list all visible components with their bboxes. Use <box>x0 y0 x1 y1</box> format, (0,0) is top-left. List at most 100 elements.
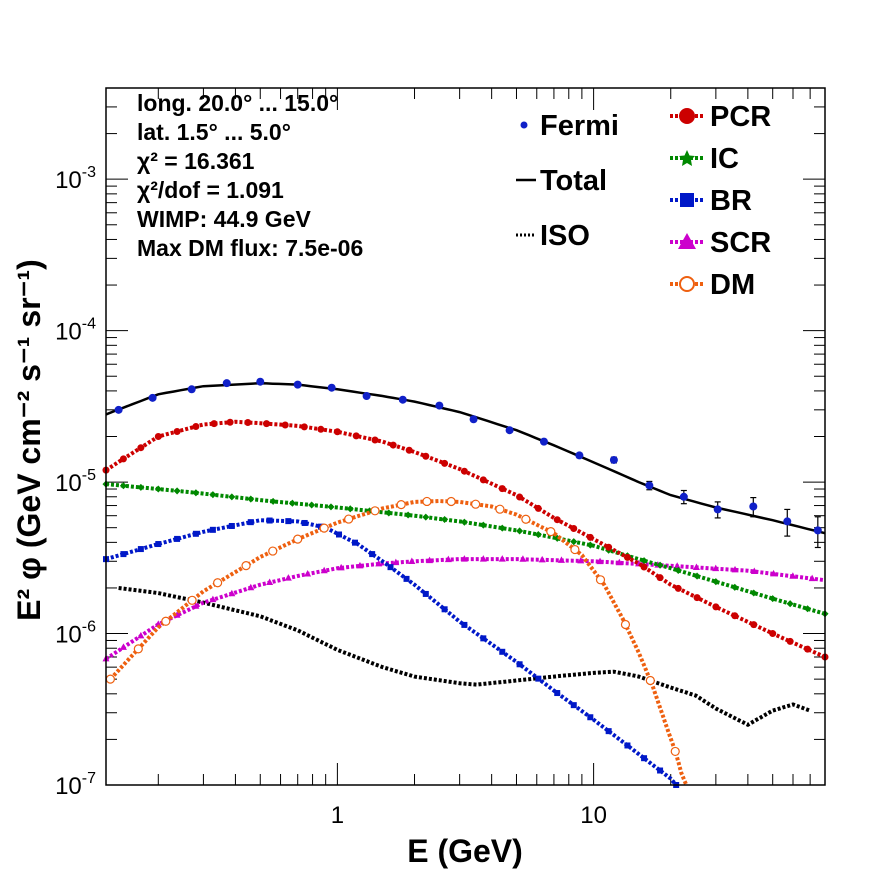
ic-marker <box>534 531 542 539</box>
dm-marker <box>620 619 631 630</box>
scr-marker <box>615 558 623 566</box>
iso-line <box>118 586 811 727</box>
fermi-point <box>327 383 336 392</box>
fermi-point <box>114 405 123 414</box>
fermi-point <box>713 505 722 514</box>
ic-marker <box>137 483 145 491</box>
pcr-marker <box>750 621 758 629</box>
br-marker <box>369 551 376 558</box>
br-marker <box>422 590 429 597</box>
br-marker <box>228 522 235 529</box>
ic-marker <box>385 509 393 517</box>
pcr-marker <box>640 563 648 571</box>
br-marker <box>403 575 410 582</box>
ic-marker <box>498 524 506 532</box>
fermi-point <box>813 526 822 535</box>
fermi-point <box>539 437 548 446</box>
dm-marker <box>396 500 406 510</box>
pcr-marker <box>422 452 430 460</box>
pcr-marker <box>498 485 506 493</box>
y-tick-label: 10-6 <box>55 619 96 649</box>
pcr-marker <box>769 630 777 638</box>
scr-marker <box>408 557 416 564</box>
pcr-marker <box>263 420 271 428</box>
legend-left: Fermi Total ISO <box>516 110 619 252</box>
dm-line <box>108 498 689 786</box>
br-marker <box>461 621 468 628</box>
scr-marker <box>192 602 200 609</box>
scr-marker <box>356 561 364 569</box>
br-marker <box>641 755 648 762</box>
pcr-marker <box>173 428 181 436</box>
ic-marker <box>173 487 181 495</box>
scr-marker <box>538 555 546 563</box>
series-curves <box>102 381 829 788</box>
legend-br-marker <box>680 193 694 207</box>
pcr-marker <box>712 603 720 611</box>
ic-marker <box>404 511 412 519</box>
fermi-point <box>256 377 265 386</box>
scr-marker <box>577 556 585 564</box>
br-marker <box>570 702 577 709</box>
ic-marker <box>640 557 648 565</box>
dm-marker <box>293 534 303 544</box>
ic-marker <box>422 513 430 521</box>
br-marker <box>441 606 448 613</box>
br-marker <box>587 714 594 721</box>
legend-fermi-marker <box>520 121 528 129</box>
fermi-point <box>398 395 407 404</box>
ic-marker <box>731 583 739 591</box>
pcr-marker <box>479 476 487 484</box>
ic-marker <box>656 561 664 569</box>
ic-marker <box>308 501 316 509</box>
pcr-marker <box>586 533 594 541</box>
dm-marker <box>595 575 606 585</box>
annotation-chi2: χ² = 16.361 <box>137 148 255 174</box>
annotation-longitude: long. 20.0° ... 15.0° <box>137 90 338 116</box>
br-marker <box>480 635 487 642</box>
dm-marker <box>133 644 143 654</box>
pcr-marker <box>154 433 162 440</box>
pcr-marker <box>226 418 234 426</box>
fermi-data-points <box>114 377 822 549</box>
ic-marker <box>228 493 236 501</box>
annotation-latitude: lat. 1.5° ... 5.0° <box>137 119 291 145</box>
ic-line <box>105 482 826 616</box>
legend-ic-label: IC <box>710 143 739 175</box>
ic-marker <box>693 572 701 580</box>
scr-marker <box>137 631 145 639</box>
scr-marker <box>596 557 604 565</box>
scr-marker <box>789 572 797 579</box>
axis-ticks <box>106 87 826 786</box>
legend-total-label: Total <box>540 165 607 197</box>
fermi-point <box>222 379 231 388</box>
pcr-marker <box>244 418 252 426</box>
fermi-point <box>293 380 302 389</box>
fermi-point <box>679 492 688 501</box>
fermi-point <box>362 392 371 401</box>
pcr-marker <box>731 612 739 620</box>
dm-marker <box>370 506 380 516</box>
ic-marker <box>570 538 578 546</box>
pcr-marker <box>605 543 613 551</box>
pcr-marker <box>317 425 325 433</box>
legend-fermi-label: Fermi <box>540 110 619 142</box>
tick-labels: 1 10 10-7 10-6 10-5 10-4 10-3 <box>55 164 607 829</box>
scr-marker <box>266 578 274 586</box>
pcr-marker <box>405 446 413 454</box>
ic-marker <box>769 595 777 603</box>
br-marker <box>554 690 561 697</box>
dm-marker <box>446 496 456 507</box>
dm-marker <box>105 674 115 684</box>
dm-marker <box>645 675 655 686</box>
pcr-marker <box>119 455 127 463</box>
dm-marker <box>268 546 278 556</box>
ic-marker <box>247 495 255 503</box>
br-marker <box>209 526 216 533</box>
x-tick-label: 10 <box>580 802 607 829</box>
annotation-chi2-dof: χ²/dof = 1.091 <box>137 177 284 203</box>
dm-marker <box>546 527 556 537</box>
scr-marker <box>498 555 506 562</box>
ic-marker <box>119 482 127 490</box>
